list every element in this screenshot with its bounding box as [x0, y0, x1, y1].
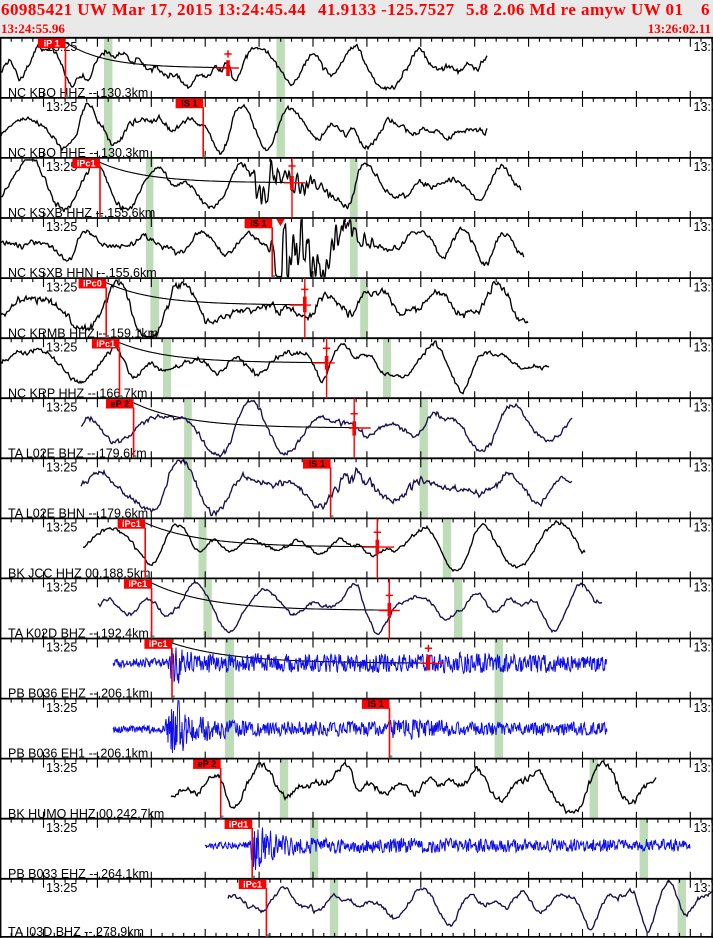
svg-text:PB B033 EHZ --,264,1km: PB B033 EHZ --,264,1km [8, 867, 149, 881]
svg-text:13:25: 13:25 [46, 220, 77, 234]
svg-text:TA L02E BHZ --,179,6km: TA L02E BHZ --,179,6km [8, 446, 147, 460]
svg-text:iPc1: iPc1 [96, 339, 115, 349]
svg-text:13:26: 13:26 [694, 701, 713, 715]
svg-text:PB B036 EH1 --,206,1km: PB B036 EH1 --,206,1km [8, 747, 148, 761]
svg-text:13:26: 13:26 [694, 821, 713, 835]
svg-text:13:26: 13:26 [694, 400, 713, 414]
svg-text:13:26: 13:26 [694, 461, 713, 475]
svg-text:13:26: 13:26 [694, 280, 713, 294]
svg-text:iPc1: iPc1 [128, 579, 147, 589]
svg-text:13:25: 13:25 [46, 461, 77, 475]
svg-text:TA L02E BHN --,179,6km: TA L02E BHN --,179,6km [8, 507, 148, 521]
svg-text:BK HUMO HHZ 00,242,7km: BK HUMO HHZ 00,242,7km [8, 807, 164, 821]
svg-text:NC KRMB HHZ --,159,1km: NC KRMB HHZ --,159,1km [8, 326, 158, 340]
svg-text:13:25: 13:25 [46, 641, 77, 655]
svg-text:13:26: 13:26 [694, 100, 713, 114]
svg-text:13:25: 13:25 [46, 100, 77, 114]
svg-text:13:26: 13:26 [694, 761, 713, 775]
svg-text:eP 2: eP 2 [198, 759, 217, 769]
svg-text:13:25: 13:25 [46, 821, 77, 835]
svg-text:iS 1: iS 1 [309, 459, 325, 469]
svg-text:iPc1: iPc1 [77, 159, 96, 169]
svg-text:13:25: 13:25 [46, 160, 77, 174]
svg-text:iS 1: iS 1 [181, 99, 197, 109]
svg-text:iP 1: iP 1 [44, 38, 60, 48]
svg-text:NC KRP HHZ --,166,7km: NC KRP HHZ --,166,7km [8, 386, 147, 400]
svg-text:iS 1: iS 1 [368, 699, 384, 709]
svg-text:13:25: 13:25 [46, 701, 77, 715]
svg-text:iPd1: iPd1 [229, 819, 248, 829]
svg-text:iPc1: iPc1 [149, 639, 168, 649]
svg-text:13:25: 13:25 [46, 400, 77, 414]
svg-text:TA K02D BHZ --,192,4km: TA K02D BHZ --,192,4km [8, 627, 149, 641]
svg-text:NC KSXB HHN --,155,6km: NC KSXB HHN --,155,6km [8, 266, 157, 280]
svg-text:13:25: 13:25 [46, 340, 77, 354]
svg-text:eP 2: eP 2 [110, 399, 129, 409]
svg-text:NC KSXB HHZ --,155,6km: NC KSXB HHZ --,155,6km [8, 206, 155, 220]
svg-text:iPc1: iPc1 [122, 519, 141, 529]
svg-text:NC KBO HHE --,130,3km: NC KBO HHE --,130,3km [8, 146, 149, 160]
svg-text:NC KBO HHZ --,130,3km: NC KBO HHZ --,130,3km [8, 86, 148, 100]
svg-text:13:25: 13:25 [46, 761, 77, 775]
svg-text:13:26: 13:26 [694, 40, 713, 54]
svg-text:BK JCC HHZ 00,188,5km: BK JCC HHZ 00,188,5km [8, 567, 150, 581]
svg-text:13:26: 13:26 [694, 160, 713, 174]
svg-text:iS 1: iS 1 [250, 219, 266, 229]
svg-text:13:26: 13:26 [694, 220, 713, 234]
svg-text:TA I03D BHZ --,278,9km: TA I03D BHZ --,278,9km [8, 925, 144, 938]
svg-text:13:26: 13:26 [694, 340, 713, 354]
svg-text:13:25: 13:25 [46, 521, 77, 535]
svg-text:13:26: 13:26 [694, 641, 713, 655]
svg-text:iPc0: iPc0 [83, 279, 102, 289]
svg-text:13:26: 13:26 [694, 581, 713, 595]
svg-text:13:26: 13:26 [694, 881, 713, 895]
svg-text:13:25: 13:25 [46, 581, 77, 595]
svg-text:13:25: 13:25 [46, 280, 77, 294]
svg-text:13:26: 13:26 [694, 521, 713, 535]
svg-text:13:25: 13:25 [46, 881, 77, 895]
svg-text:iPc1: iPc1 [243, 879, 262, 889]
svg-text:PB B036 EHZ --,206,1km: PB B036 EHZ --,206,1km [8, 687, 149, 701]
